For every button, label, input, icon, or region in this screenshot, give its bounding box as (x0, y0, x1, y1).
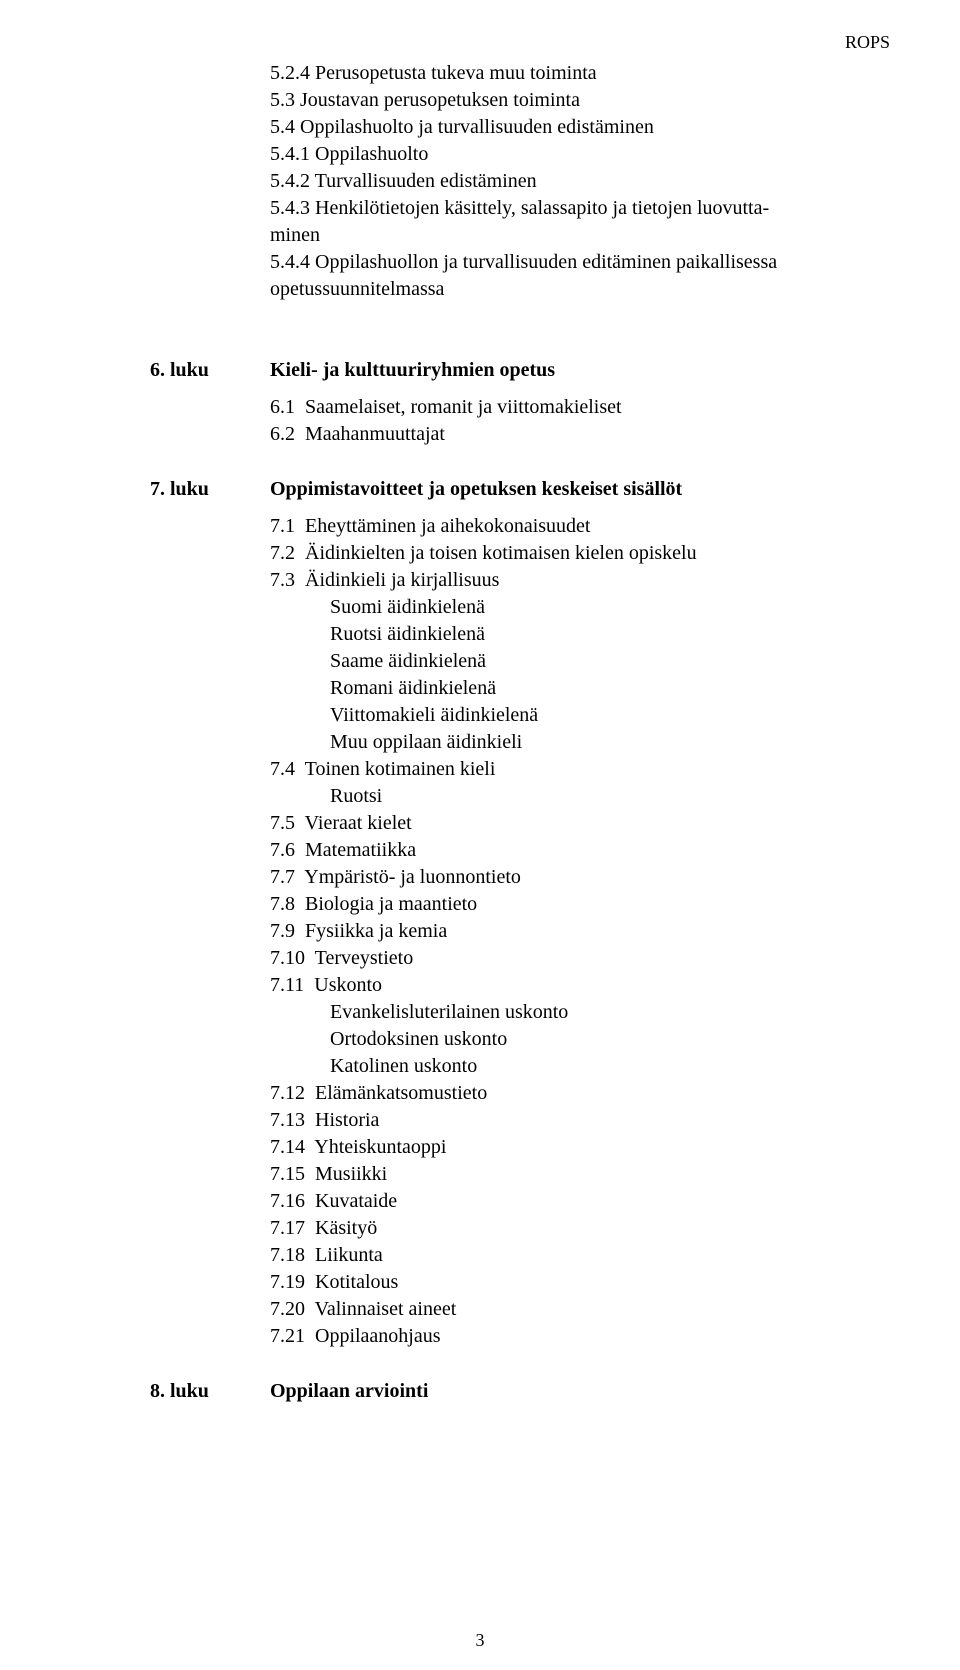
chapter-8-title: Oppilaan arviointi (270, 1378, 850, 1405)
list-item: 7.13 Historia (270, 1107, 850, 1134)
list-item: 7.9 Fysiikka ja kemia (270, 918, 850, 945)
line: 5.4.3 Henkilötietojen käsittely, salassa… (270, 195, 850, 222)
list-item: Romani äidinkielenä (330, 675, 850, 702)
chapter-7-items: 7.1 Eheyttäminen ja aihekokonaisuudet 7.… (150, 513, 850, 594)
list-item: 7.4 Toinen kotimainen kieli (270, 756, 850, 783)
list-item: 7.12 Elämänkatsomustieto (270, 1080, 850, 1107)
list-item: 6.2 Maahanmuuttajat (270, 421, 850, 448)
list-item: 7.3 Äidinkieli ja kirjallisuus (270, 567, 850, 594)
list-item: 7.10 Terveystieto (270, 945, 850, 972)
list-item: Ruotsi äidinkielenä (330, 621, 850, 648)
list-item: 7.20 Valinnaiset aineet (270, 1296, 850, 1323)
chapter-7-rest1: 7.5 Vieraat kielet 7.6 Matematiikka 7.7 … (150, 810, 850, 999)
line: 5.3 Joustavan perusopetuksen toiminta (270, 87, 850, 114)
list-item: 7.8 Biologia ja maantieto (270, 891, 850, 918)
list-item: Muu oppilaan äidinkieli (330, 729, 850, 756)
line: 5.2.4 Perusopetusta tukeva muu toiminta (270, 60, 850, 87)
line: 5.4.1 Oppilashuolto (270, 141, 850, 168)
list-item: 7.17 Käsityö (270, 1215, 850, 1242)
list-item: Saame äidinkielenä (330, 648, 850, 675)
list-item: 7.18 Liikunta (270, 1242, 850, 1269)
list-item: Evankelisluterilainen uskonto (330, 999, 850, 1026)
chapter-6-items: 6.1 Saamelaiset, romanit ja viittomakiel… (150, 394, 850, 448)
chapter-6-row: 6. luku Kieli- ja kulttuuriryhmien opetu… (150, 357, 850, 384)
chapter-7-row: 7. luku Oppimistavoitteet ja opetuksen k… (150, 476, 850, 503)
line: 5.4 Oppilashuolto ja turvallisuuden edis… (270, 114, 850, 141)
list-item: Suomi äidinkielenä (330, 594, 850, 621)
list-item: 7.21 Oppilaanohjaus (270, 1323, 850, 1350)
list-item: Viittomakieli äidinkielenä (330, 702, 850, 729)
list-item: 7.2 Äidinkielten ja toisen kotimaisen ki… (270, 540, 850, 567)
chapter-7-11-sub: Evankelisluterilainen uskonto Ortodoksin… (150, 999, 850, 1080)
list-item: 7.14 Yhteiskuntaoppi (270, 1134, 850, 1161)
list-item: 7.7 Ympäristö- ja luonnontieto (270, 864, 850, 891)
chapter-6-label: 6. luku (150, 357, 270, 384)
list-item: Ruotsi (330, 783, 850, 810)
list-item: 7.1 Eheyttäminen ja aihekokonaisuudet (270, 513, 850, 540)
list-item: 7.6 Matematiikka (270, 837, 850, 864)
chapter-8-label: 8. luku (150, 1378, 270, 1405)
chapter-7-4: 7.4 Toinen kotimainen kieli (150, 756, 850, 783)
list-item: 7.5 Vieraat kielet (270, 810, 850, 837)
list-item: 7.16 Kuvataide (270, 1188, 850, 1215)
chapter-7-3-sub: Suomi äidinkielenä Ruotsi äidinkielenä S… (150, 594, 850, 756)
line: 5.4.2 Turvallisuuden edistäminen (270, 168, 850, 195)
list-item: Ortodoksinen uskonto (330, 1026, 850, 1053)
line: minen (270, 222, 850, 249)
list-item: 7.15 Musiikki (270, 1161, 850, 1188)
list-item: 7.19 Kotitalous (270, 1269, 850, 1296)
chapter-6-title: Kieli- ja kulttuuriryhmien opetus (270, 357, 850, 384)
list-item: Katolinen uskonto (330, 1053, 850, 1080)
chapter-7-rest2: 7.12 Elämänkatsomustieto 7.13 Historia 7… (150, 1080, 850, 1350)
chapter-8-row: 8. luku Oppilaan arviointi (150, 1378, 850, 1405)
list-item: 7.11 Uskonto (270, 972, 850, 999)
line: opetussuunnitelmassa (270, 276, 850, 303)
chapter-7-4-sub: Ruotsi (150, 783, 850, 810)
chapter-7-label: 7. luku (150, 476, 270, 503)
line: 5.4.4 Oppilashuollon ja turvallisuuden e… (270, 249, 850, 276)
list-item: 6.1 Saamelaiset, romanit ja viittomakiel… (270, 394, 850, 421)
header-rops: ROPS (845, 30, 890, 54)
section-5: 5.2.4 Perusopetusta tukeva muu toiminta … (150, 60, 850, 303)
page-number: 3 (0, 1628, 960, 1652)
chapter-7-title: Oppimistavoitteet ja opetuksen keskeiset… (270, 476, 850, 503)
